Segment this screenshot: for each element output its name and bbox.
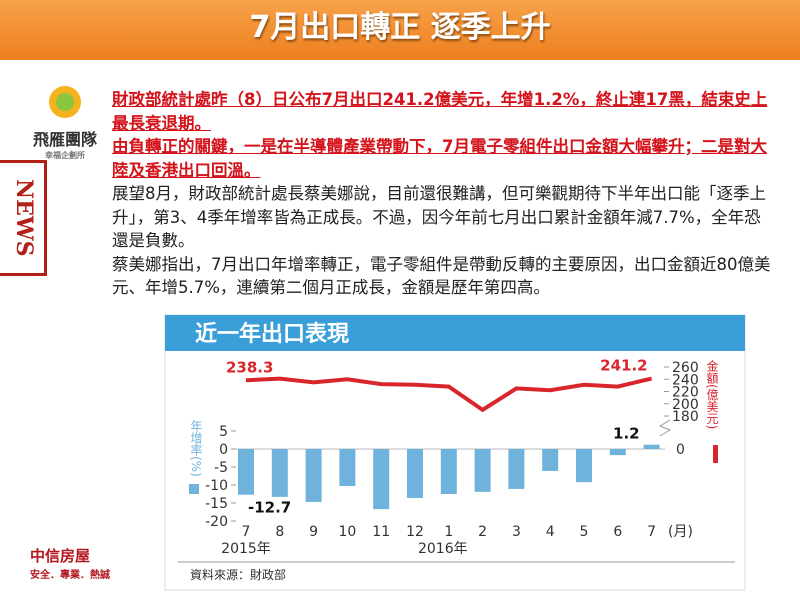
- x-unit: (月): [668, 524, 693, 540]
- x-tick-label: 6: [613, 524, 622, 540]
- y2-axis-title: 金額(億美元): [705, 359, 719, 430]
- y-tick-label: 0: [219, 442, 228, 458]
- source: 資料來源：財政部: [190, 567, 286, 582]
- line: [245, 376, 653, 413]
- y2-tick-label: 260: [672, 360, 699, 376]
- y-tick-label: -15: [205, 496, 228, 512]
- news-label: NEWS: [0, 160, 47, 276]
- x-year-label: 2015年: [221, 541, 271, 557]
- value-label: -12.7: [248, 499, 291, 517]
- y2-axis-swatch: [713, 445, 718, 463]
- y-tick-label: -5: [214, 460, 228, 476]
- paragraph: 展望8月，財政部統計處長蔡美娜說，目前還很難講，但可樂觀期待下半年出口能「逐季上…: [112, 184, 766, 250]
- y2-tick-label: 240: [672, 372, 699, 388]
- bar: [238, 449, 254, 495]
- logo-sub: 安全．專業．熱誠: [30, 570, 110, 581]
- paragraph: 蔡美娜指出，7月出口年增率轉正，電子零組件是帶動反轉的主要原因，出口金額近80億…: [112, 254, 771, 298]
- logo-sub: 幸福企劃所: [45, 150, 85, 160]
- bar: [576, 449, 592, 483]
- chart-panel: [164, 314, 746, 591]
- x-tick-label: 2: [478, 524, 487, 540]
- x-tick-label: 10: [338, 524, 356, 540]
- y-tick-label: 5: [219, 424, 228, 440]
- logo-text: 中信房屋: [30, 548, 91, 565]
- x-tick-label: 9: [309, 524, 318, 540]
- y2-break-label: 0: [676, 442, 685, 458]
- article: 財政部統計處昨（8）日公布7月出口241.2億美元，年增1.2%，終止連17黑，…: [112, 88, 772, 300]
- y2-tick-label: 200: [672, 397, 699, 413]
- y-tick-label: -10: [205, 478, 228, 494]
- chart-title: 近一年出口表現: [195, 321, 349, 347]
- chart-title-bar: [165, 315, 745, 351]
- bar: [542, 449, 559, 471]
- bar: [373, 449, 390, 510]
- y-tick-label: -20: [205, 514, 228, 530]
- x-tick-label: 8: [275, 524, 284, 540]
- logo-bottom: 中信房屋 安全．專業．熱誠: [30, 545, 120, 581]
- logo-icon: [49, 86, 81, 118]
- bar: [643, 444, 660, 449]
- x-tick-label: 7: [242, 524, 251, 540]
- y2-tick-label: 220: [672, 385, 699, 401]
- x-tick-label: 11: [372, 524, 390, 540]
- x-tick-label: 4: [546, 524, 555, 540]
- y2-tick-label: 180: [672, 409, 699, 425]
- value-label: 238.3: [226, 358, 273, 376]
- value-label: 241.2: [600, 357, 647, 375]
- paragraph: 財政部統計處昨（8）日公布7月出口241.2億美元，年增1.2%，終止連17黑，…: [112, 90, 768, 133]
- x-tick-label: 1: [444, 524, 453, 540]
- logo-top: 飛雁團隊 幸福企劃所: [20, 82, 110, 161]
- bar: [339, 449, 356, 487]
- logo-text: 飛雁團隊: [32, 130, 97, 149]
- x-tick-label: 12: [406, 524, 424, 540]
- slide-title: 7月出口轉正 逐季上升: [0, 0, 800, 60]
- bar: [508, 449, 525, 489]
- x-tick-label: 3: [512, 524, 521, 540]
- x-year-label: 2016年: [418, 541, 468, 557]
- paragraph: 由負轉正的關鍵，一是在半導體產業帶動下，7月電子零組件出口金額大幅攀升；二是對大…: [112, 137, 767, 180]
- x-tick-label: 7: [647, 524, 656, 540]
- bar: [440, 449, 457, 494]
- bar: [271, 449, 288, 497]
- y-axis-title: 年增率(%): [189, 420, 203, 477]
- bar: [305, 449, 322, 502]
- bar: [609, 449, 626, 456]
- y-axis-swatch: [189, 484, 199, 494]
- axis-break: [658, 419, 672, 437]
- bar: [407, 449, 423, 498]
- bar: [474, 449, 491, 492]
- value-label: 1.2: [613, 425, 640, 443]
- x-tick-label: 5: [580, 524, 589, 540]
